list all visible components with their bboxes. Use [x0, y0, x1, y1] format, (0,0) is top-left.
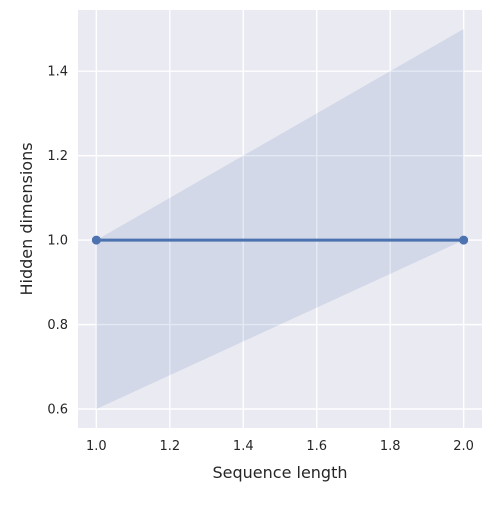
- y-tick-label: 0.8: [47, 318, 68, 333]
- x-tick-label: 1.8: [380, 439, 401, 454]
- x-tick-label: 2.0: [453, 439, 474, 454]
- series-layer: [91, 235, 469, 245]
- x-axis-ticks: 1.0 1.2 1.4 1.6 1.8 2.0: [86, 439, 474, 454]
- x-tick-label: 1.6: [306, 439, 327, 454]
- y-axis-ticks: 0.6 0.8 1.0 1.2 1.4: [47, 65, 68, 418]
- x-axis-label: Sequence length: [212, 463, 347, 482]
- y-tick-label: 0.6: [47, 403, 68, 418]
- plot-background: [78, 10, 482, 428]
- x-tick-label: 1.2: [159, 439, 180, 454]
- x-tick-label: 1.0: [86, 439, 107, 454]
- y-axis-label: Hidden dimensions: [17, 142, 36, 295]
- y-tick-label: 1.4: [47, 65, 68, 80]
- confidence-band-layer: [96, 29, 464, 409]
- confidence-band: [96, 29, 464, 409]
- data-point: [91, 235, 101, 245]
- y-tick-label: 1.0: [47, 234, 68, 249]
- data-point: [459, 235, 469, 245]
- x-tick-label: 1.4: [233, 439, 254, 454]
- y-tick-label: 1.2: [47, 149, 68, 164]
